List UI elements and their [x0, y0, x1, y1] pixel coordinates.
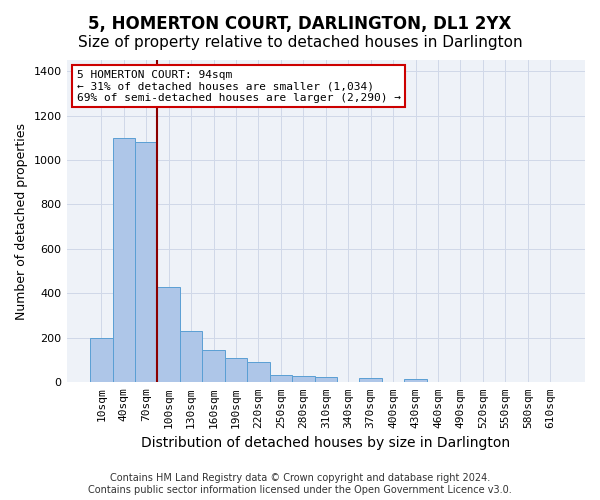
- Bar: [202, 350, 225, 382]
- Bar: [180, 331, 202, 382]
- Bar: [404, 379, 427, 382]
- Bar: [314, 376, 337, 382]
- Text: 5, HOMERTON COURT, DARLINGTON, DL1 2YX: 5, HOMERTON COURT, DARLINGTON, DL1 2YX: [88, 15, 512, 33]
- Bar: [359, 378, 382, 382]
- X-axis label: Distribution of detached houses by size in Darlington: Distribution of detached houses by size …: [141, 436, 511, 450]
- Bar: [157, 286, 180, 382]
- Text: 5 HOMERTON COURT: 94sqm
← 31% of detached houses are smaller (1,034)
69% of semi: 5 HOMERTON COURT: 94sqm ← 31% of detache…: [77, 70, 401, 103]
- Bar: [135, 142, 157, 382]
- Bar: [113, 138, 135, 382]
- Bar: [90, 338, 113, 382]
- Y-axis label: Number of detached properties: Number of detached properties: [15, 122, 28, 320]
- Bar: [247, 362, 269, 382]
- Bar: [225, 358, 247, 382]
- Text: Contains HM Land Registry data © Crown copyright and database right 2024.
Contai: Contains HM Land Registry data © Crown c…: [88, 474, 512, 495]
- Bar: [269, 374, 292, 382]
- Bar: [292, 376, 314, 382]
- Text: Size of property relative to detached houses in Darlington: Size of property relative to detached ho…: [77, 35, 523, 50]
